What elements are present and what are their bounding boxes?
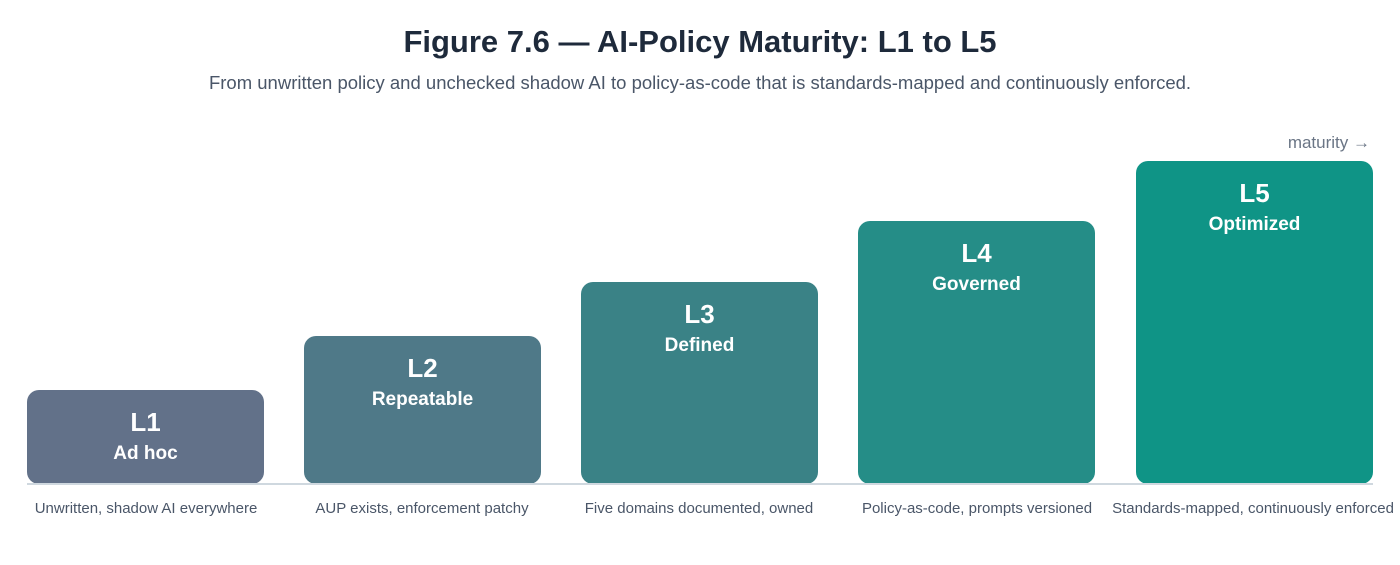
step-level-label: L5 (1239, 178, 1270, 208)
maturity-step-l4: L4 Governed (858, 221, 1095, 484)
figure-subtitle: From unwritten policy and unchecked shad… (208, 72, 1192, 93)
step-name-label: Optimized (1208, 214, 1301, 235)
step-level-label: L1 (130, 407, 161, 437)
step-level-label: L4 (961, 238, 992, 268)
step-caption-l1: Unwritten, shadow AI everywhere (34, 500, 258, 517)
step-level-label: L2 (407, 353, 438, 383)
step-caption-l4: Policy-as-code, prompts versioned (861, 500, 1093, 517)
maturity-step-l2: L2 Repeatable (304, 336, 541, 484)
maturity-step-l3: L3 Defined (581, 282, 818, 484)
maturity-step-l5: L5 Optimized (1136, 161, 1373, 484)
step-name-label: Ad hoc (113, 443, 178, 464)
step-level-label: L3 (684, 299, 715, 329)
baseline (27, 483, 1373, 485)
step-caption-l2: AUP exists, enforcement patchy (315, 500, 529, 517)
step-caption-l5: Standards-mapped, continuously enforced (1112, 500, 1394, 517)
maturity-step-l1: L1 Ad hoc (27, 390, 264, 484)
step-name-label: Governed (932, 274, 1021, 295)
step-caption-l3: Five domains documented, owned (584, 500, 814, 517)
step-name-label: Defined (664, 335, 735, 356)
figure-title: Figure 7.6 — AI-Policy Maturity: L1 to L… (403, 24, 997, 59)
step-name-label: Repeatable (371, 389, 474, 410)
maturity-direction-label: maturity → (1287, 133, 1370, 152)
